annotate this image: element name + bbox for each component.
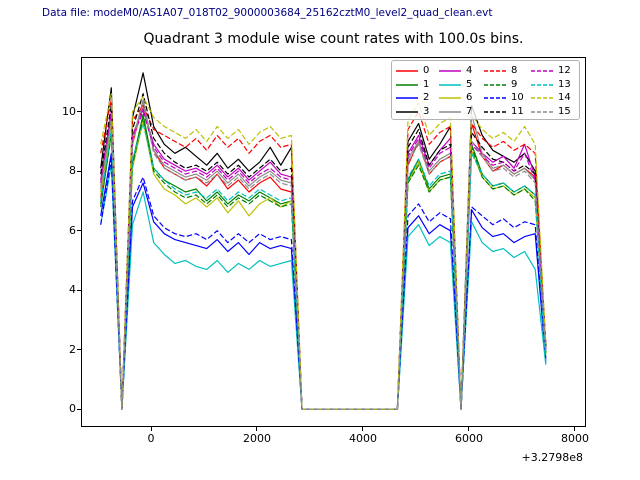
- legend-line-swatch-1: [396, 83, 418, 86]
- y-tick-mark: [77, 170, 81, 172]
- legend-label-10: 10: [511, 92, 524, 103]
- legend-item-9: 9: [484, 78, 517, 92]
- x-tick-label: 8000: [560, 432, 589, 445]
- legend-line-swatch-2: [396, 97, 418, 99]
- series-line-0: [100, 102, 547, 410]
- legend-line-swatch-4: [439, 70, 461, 72]
- legend-label-2: 2: [423, 92, 430, 103]
- y-tick-mark: [77, 111, 81, 113]
- series-line-13: [100, 122, 547, 410]
- legend-item-6: 6: [439, 91, 472, 105]
- legend-line-swatch-6: [439, 97, 461, 99]
- x-tick-label: 0: [147, 432, 155, 445]
- legend-label-8: 8: [511, 65, 518, 76]
- y-tick-label: 4: [69, 283, 76, 297]
- legend-label-5: 5: [466, 78, 473, 90]
- legend-label-13: 13: [558, 78, 571, 90]
- x-tick-label: 6000: [454, 432, 483, 445]
- series-line-1: [100, 113, 547, 410]
- y-tick-mark: [77, 349, 81, 351]
- legend-item-8: 8: [484, 64, 517, 78]
- series-line-4: [100, 107, 547, 410]
- legend-item-1: 1: [396, 78, 429, 92]
- legend-label-14: 14: [558, 92, 571, 103]
- y-tick-mark: [77, 289, 81, 291]
- legend-label-15: 15: [558, 105, 571, 117]
- legend-line-swatch-11: [484, 110, 506, 113]
- x-tick-mark: [256, 427, 258, 431]
- legend-line-swatch-5: [439, 83, 461, 86]
- legend-label-11: 11: [511, 105, 524, 117]
- x-offset-label: +3.2798e8: [521, 451, 583, 464]
- legend-line-swatch-13: [531, 83, 553, 86]
- chart-title: Quadrant 3 module wise count rates with …: [143, 31, 524, 47]
- legend-line-swatch-3: [396, 110, 418, 113]
- x-tick-mark: [574, 427, 576, 431]
- series-line-15: [100, 102, 547, 410]
- legend-line-swatch-12: [531, 70, 553, 72]
- y-tick-label: 10: [62, 104, 76, 118]
- legend-item-5: 5: [439, 78, 472, 92]
- legend-line-swatch-7: [439, 110, 461, 113]
- x-tick-label: 4000: [348, 432, 377, 445]
- legend-item-12: 12: [531, 64, 571, 78]
- series-line-2: [100, 152, 547, 410]
- legend-line-swatch-10: [484, 97, 506, 99]
- legend-item-15: 15: [531, 105, 571, 119]
- legend-item-11: 11: [484, 105, 524, 119]
- series-line-3: [100, 72, 547, 410]
- x-tick-mark: [150, 427, 152, 431]
- x-tick-mark: [362, 427, 364, 431]
- legend-label-7: 7: [466, 105, 473, 117]
- series-line-10: [100, 158, 547, 410]
- y-tick-label: 0: [69, 402, 76, 416]
- y-tick-label: 6: [69, 223, 76, 237]
- legend-label-9: 9: [511, 78, 518, 90]
- legend-line-swatch-0: [396, 70, 418, 72]
- y-tick-mark: [77, 408, 81, 410]
- datafile-text: Data file: modeM0/AS1A07_018T02_90000036…: [42, 7, 493, 19]
- legend-item-4: 4: [439, 64, 472, 78]
- legend-item-14: 14: [531, 91, 571, 105]
- legend-line-swatch-15: [531, 110, 553, 113]
- legend-line-swatch-8: [484, 70, 506, 72]
- series-line-5: [100, 164, 547, 410]
- y-tick-label: 8: [69, 164, 76, 178]
- legend-label-0: 0: [423, 65, 430, 76]
- legend-item-0: 0: [396, 64, 429, 78]
- legend: 0 1 2 3 4 5 6 7 8 9 10 11 12 13 14 15: [391, 60, 580, 120]
- legend-line-swatch-9: [484, 83, 506, 86]
- legend-label-4: 4: [466, 65, 473, 76]
- legend-item-7: 7: [439, 105, 472, 119]
- legend-label-3: 3: [423, 105, 430, 117]
- legend-line-swatch-14: [531, 97, 553, 99]
- legend-label-6: 6: [466, 92, 473, 103]
- legend-label-1: 1: [423, 78, 430, 90]
- x-tick-label: 2000: [242, 432, 271, 445]
- y-tick-mark: [77, 230, 81, 232]
- legend-item-3: 3: [396, 105, 429, 119]
- legend-label-12: 12: [558, 65, 571, 76]
- y-tick-label: 2: [69, 342, 76, 356]
- x-tick-mark: [468, 427, 470, 431]
- legend-item-2: 2: [396, 91, 429, 105]
- legend-item-13: 13: [531, 78, 571, 92]
- legend-item-10: 10: [484, 91, 524, 105]
